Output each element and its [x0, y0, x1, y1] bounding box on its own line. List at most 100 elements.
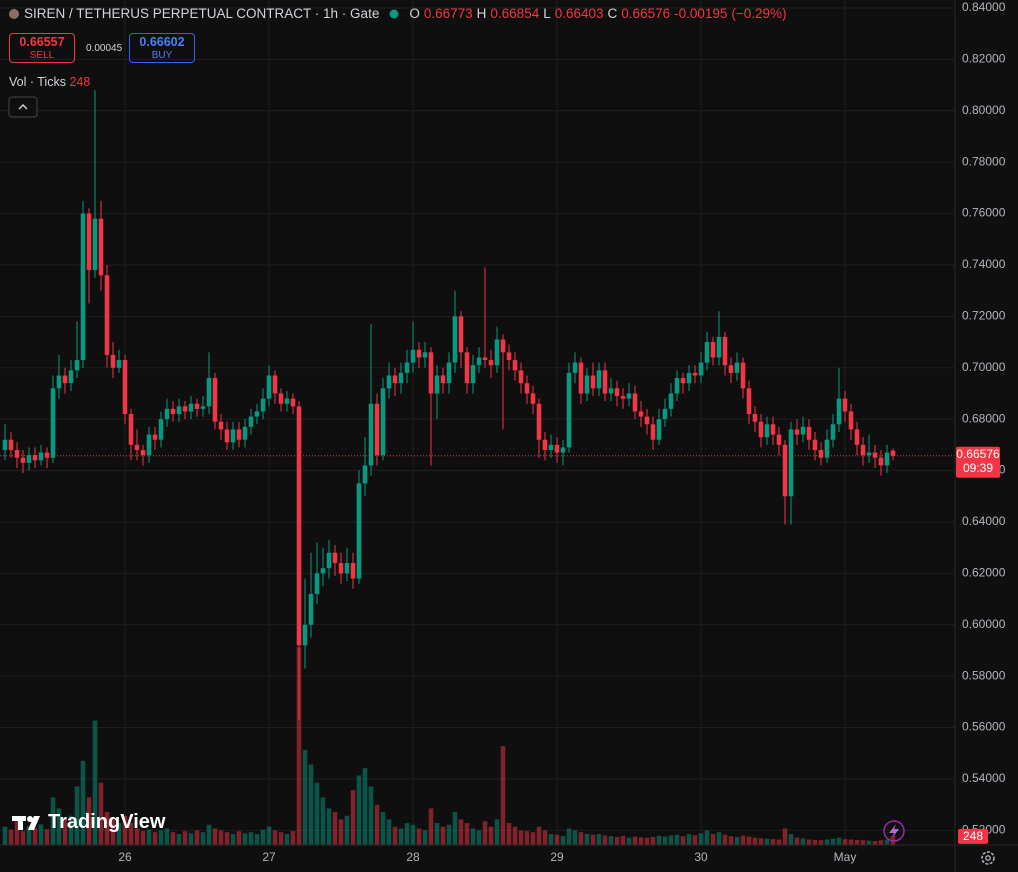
candle-body: [710, 342, 716, 358]
candle-body: [476, 357, 482, 366]
candle-body: [428, 352, 434, 394]
volume-bar: [680, 836, 686, 845]
candle-body: [188, 403, 194, 412]
volume-bar: [848, 839, 854, 845]
volume-bar: [434, 823, 440, 845]
candle-body: [122, 360, 128, 415]
volume-bar: [110, 819, 116, 845]
candle-body: [806, 426, 812, 440]
volume-bar: [644, 837, 650, 845]
volume-bar: [86, 797, 92, 845]
volume-bar: [170, 832, 176, 845]
volume-bar: [104, 812, 110, 845]
ohlc-value: 0.66403: [554, 6, 604, 21]
candle-body: [842, 398, 848, 412]
volume-bar: [614, 836, 620, 845]
quick-action[interactable]: [883, 820, 905, 842]
candle-body: [788, 429, 794, 497]
volume-bar: [572, 830, 578, 845]
candle-body: [464, 352, 470, 384]
candle-body: [446, 362, 452, 384]
volume-bar: [494, 819, 500, 845]
volume-bar: [752, 837, 758, 845]
volume-bar: [584, 834, 590, 845]
sell-button[interactable]: 0.66557 SELL: [9, 33, 75, 63]
candle-body: [332, 552, 338, 564]
y-tick-label: 0.68000: [962, 411, 1006, 425]
volume-bar: [770, 839, 776, 845]
candle-body: [686, 372, 692, 384]
candle-body: [92, 218, 98, 271]
volume-bar: [410, 824, 416, 845]
volume-bar: [662, 836, 668, 845]
candle-body: [566, 372, 572, 448]
volume-bar: [128, 823, 134, 845]
candle-body: [782, 444, 788, 497]
volume-bar: [116, 823, 122, 845]
y-tick-label: 0.84000: [962, 0, 1006, 14]
candle-body: [242, 426, 248, 440]
collapse-button[interactable]: [8, 96, 38, 118]
volume-bar: [782, 828, 788, 845]
candle-body: [194, 403, 200, 409]
buy-button[interactable]: 0.66602 BUY: [129, 33, 195, 63]
candle-body: [98, 218, 104, 276]
volume-bar: [338, 819, 344, 845]
volume-bar: [722, 834, 728, 845]
candle-body: [872, 452, 878, 458]
candle-body: [506, 352, 512, 361]
candle-body: [266, 375, 272, 399]
candle-body: [272, 375, 278, 394]
volume-bar: [26, 825, 32, 845]
candle-body: [572, 362, 578, 373]
candle-body: [674, 378, 680, 394]
y-tick-label: 0.56000: [962, 720, 1006, 734]
legend-header: SIREN / TETHERUS PERPETUAL CONTRACT · 1h…: [8, 6, 787, 21]
y-tick-label: 0.74000: [962, 257, 1006, 271]
candle-body: [620, 396, 626, 399]
volume-bar: [674, 834, 680, 845]
y-tick-label: 0.72000: [962, 309, 1006, 323]
x-tick-label: 28: [406, 850, 420, 864]
candle-body: [44, 452, 50, 458]
candle-body: [692, 372, 698, 376]
candle-body: [590, 375, 596, 389]
candle-body: [434, 375, 440, 394]
price-label: 0.66576: [956, 447, 1000, 461]
volume-bar: [68, 815, 74, 845]
candle-body: [128, 414, 134, 445]
volume-bar: [728, 836, 734, 845]
candle-body: [734, 362, 740, 373]
volume-bar: [206, 824, 212, 845]
candle-body: [248, 416, 254, 427]
y-tick-label: 0.62000: [962, 566, 1006, 580]
candle-body: [206, 378, 212, 407]
volume-bar: [356, 775, 362, 845]
volume-bar: [368, 786, 374, 845]
volume-bar: [746, 836, 752, 845]
volume-bar: [818, 840, 824, 845]
volume-bar: [620, 835, 626, 845]
candle-body: [116, 360, 122, 368]
change: -0.00195: [674, 6, 728, 21]
volume-bar: [548, 834, 554, 845]
volume-bar: [2, 826, 8, 845]
candle-body: [38, 452, 44, 461]
volume-bar: [32, 828, 38, 845]
volume-label: 248: [963, 829, 983, 843]
volume-bar: [860, 840, 866, 845]
x-tick-label: 26: [118, 850, 132, 864]
candle-body: [854, 429, 860, 445]
candle-body: [224, 429, 230, 443]
volume-bar: [776, 839, 782, 845]
candle-body: [302, 624, 308, 646]
candle-body: [746, 388, 752, 415]
settings-gear[interactable]: [981, 851, 995, 865]
volume-bar: [476, 830, 482, 845]
volume-bar: [254, 834, 260, 845]
candle-body: [236, 429, 242, 440]
candle-body: [884, 452, 890, 466]
status-dot: [389, 9, 399, 18]
candle-body: [86, 213, 92, 271]
volume-bar: [626, 837, 632, 845]
